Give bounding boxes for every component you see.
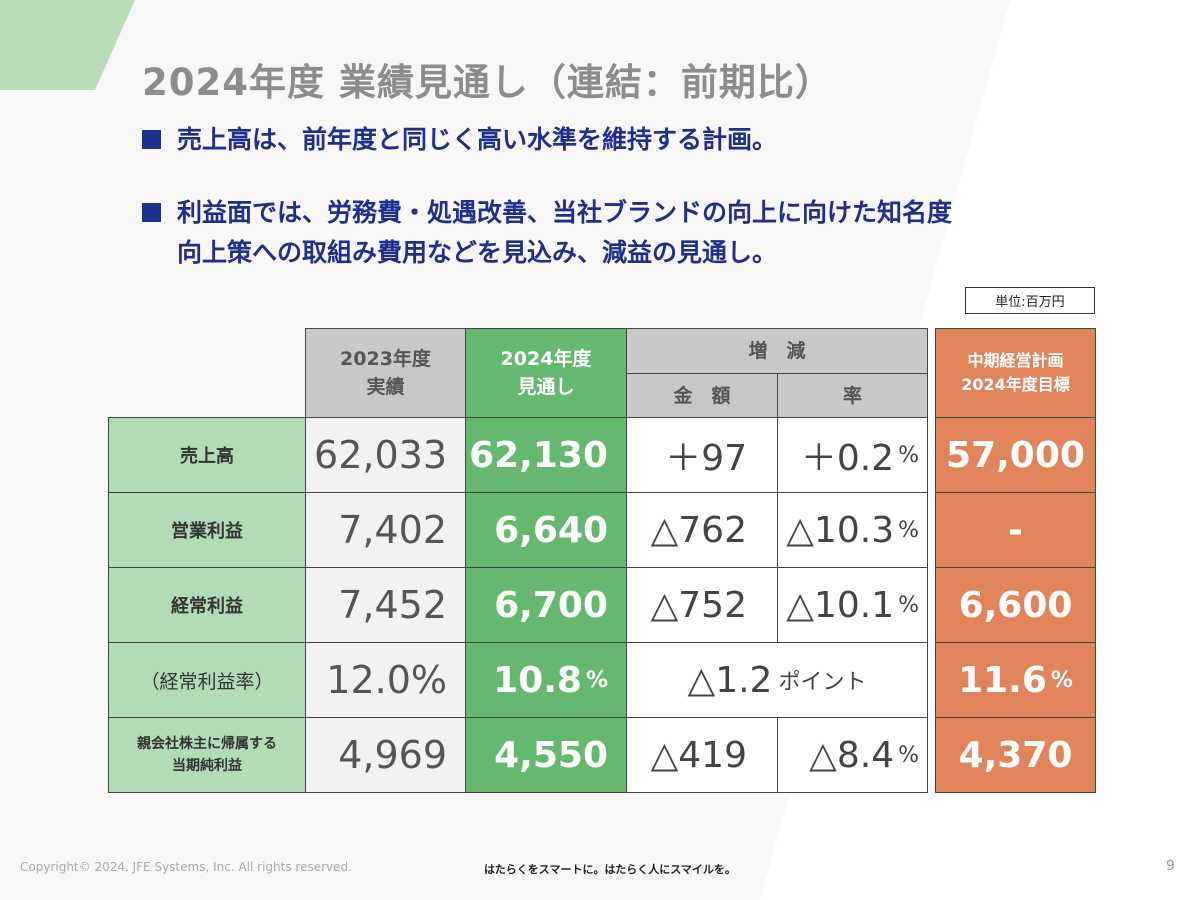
row-label-sales: 売上高: [108, 417, 306, 493]
ordinary-profit-amount: △752: [626, 567, 778, 643]
ordinary-profit-fy2023: 7,452: [305, 567, 466, 643]
margin-fy2024: 10.8%: [465, 642, 627, 718]
net-income-amount: △419: [626, 717, 778, 793]
net-income-rate-value: △8.4: [809, 734, 895, 776]
net-income-rate-unit: %: [898, 742, 919, 768]
ordinary-profit-rate: △10.1%: [777, 567, 928, 643]
margin-fy2023: 12.0%: [305, 642, 466, 718]
margin-change-value: △1.2: [687, 659, 773, 701]
row-label-net-income-line2: 当期純利益: [172, 758, 242, 774]
margin-fy2024-value: 10.8: [493, 659, 582, 701]
row-label-ordinary-profit: 経常利益: [108, 567, 306, 643]
page-title: 2024年度 業績見通し（連結：前期比）: [142, 61, 833, 104]
bullet-2-text-line2: 向上策への取組み費用などを見込み、減益の見通し。: [177, 238, 778, 267]
margin-fy2024-unit: %: [585, 667, 608, 693]
row-label-net-income-line1: 親会社株主に帰属する: [137, 736, 277, 752]
header-plan-line2: 2024年度目標: [961, 375, 1070, 394]
header-fy2024-line1: 2024年度: [500, 348, 592, 370]
header-fy2023-line1: 2023年度: [340, 348, 431, 370]
bullet-2-text-line1: 利益面では、労務費・処遇改善、当社ブランドの向上に向けた知名度: [177, 198, 953, 227]
sales-plan: 57,000: [935, 417, 1096, 493]
operating-profit-plan: -: [935, 492, 1096, 568]
unit-label: 単位:百万円: [965, 287, 1095, 314]
header-rate: 率: [777, 373, 928, 418]
operating-profit-fy2023: 7,402: [305, 492, 466, 568]
margin-plan-value: 11.6: [958, 659, 1047, 701]
row-label-ordinary-profit-margin: （経常利益率）: [108, 642, 306, 718]
operating-profit-rate-value: △10.3: [786, 509, 895, 551]
bullet-1-text: 売上高は、前年度と同じく高い水準を維持する計画。: [177, 125, 778, 154]
sales-rate: ＋0.2%: [777, 417, 928, 493]
operating-profit-rate-unit: %: [898, 517, 919, 543]
sales-rate-value: ＋0.2: [800, 438, 895, 479]
tagline-text: はたらくをスマートに。はたらく人にスマイルを。: [484, 863, 736, 876]
bullet-square-icon: [142, 130, 161, 149]
bullet-square-icon: [142, 203, 161, 222]
operating-profit-fy2024: 6,640: [465, 492, 627, 568]
header-plan: 中期経営計画 2024年度目標: [935, 328, 1096, 418]
row-label-operating-profit: 営業利益: [108, 492, 306, 568]
header-change: 増 減: [626, 328, 928, 374]
header-fy2023-line2: 実績: [366, 376, 405, 398]
header-fy2024-line2: 見通し: [517, 376, 575, 398]
net-income-fy2024: 4,550: [465, 717, 627, 793]
sales-fy2024: 62,130: [465, 417, 627, 493]
header-plan-line1: 中期経営計画: [967, 351, 1064, 370]
sales-amount: ＋97: [626, 417, 778, 493]
net-income-fy2023: 4,969: [305, 717, 466, 793]
ordinary-profit-rate-value: △10.1: [786, 584, 895, 626]
bullet-1: 売上高は、前年度と同じく高い水準を維持する計画。: [142, 120, 777, 160]
ordinary-profit-fy2024: 6,700: [465, 567, 627, 643]
sales-fy2023: 62,033: [305, 417, 466, 493]
bullet-2: 利益面では、労務費・処遇改善、当社ブランドの向上に向けた知名度 向上策への取組み…: [142, 193, 952, 273]
copyright-text: Copyright© 2024. JFE Systems, Inc. All r…: [20, 860, 352, 874]
ordinary-profit-plan: 6,600: [935, 567, 1096, 643]
operating-profit-amount: △762: [626, 492, 778, 568]
net-income-rate: △8.4%: [777, 717, 928, 793]
margin-plan-unit: %: [1050, 667, 1073, 693]
operating-profit-rate: △10.3%: [777, 492, 928, 568]
header-fy2024: 2024年度 見通し: [465, 328, 627, 418]
ordinary-profit-rate-unit: %: [898, 592, 919, 618]
margin-change-unit: ポイント: [778, 670, 867, 695]
page-number: 9: [1166, 858, 1175, 874]
sales-rate-unit: %: [898, 442, 919, 468]
header-fy2023: 2023年度 実績: [305, 328, 466, 418]
net-income-plan: 4,370: [935, 717, 1096, 793]
header-amount: 金 額: [626, 373, 778, 418]
margin-change: △1.2 ポイント: [626, 642, 928, 718]
margin-plan: 11.6%: [935, 642, 1096, 718]
row-label-net-income: 親会社株主に帰属する 当期純利益: [108, 717, 306, 793]
